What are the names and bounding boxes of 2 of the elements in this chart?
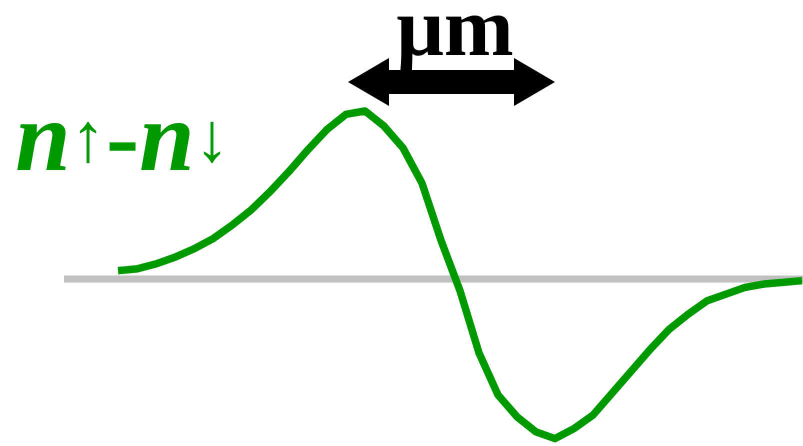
text: μm [397,16,512,73]
y-axis-title: n$^{↑}$-n$^{↓}$ [17,122,220,170]
